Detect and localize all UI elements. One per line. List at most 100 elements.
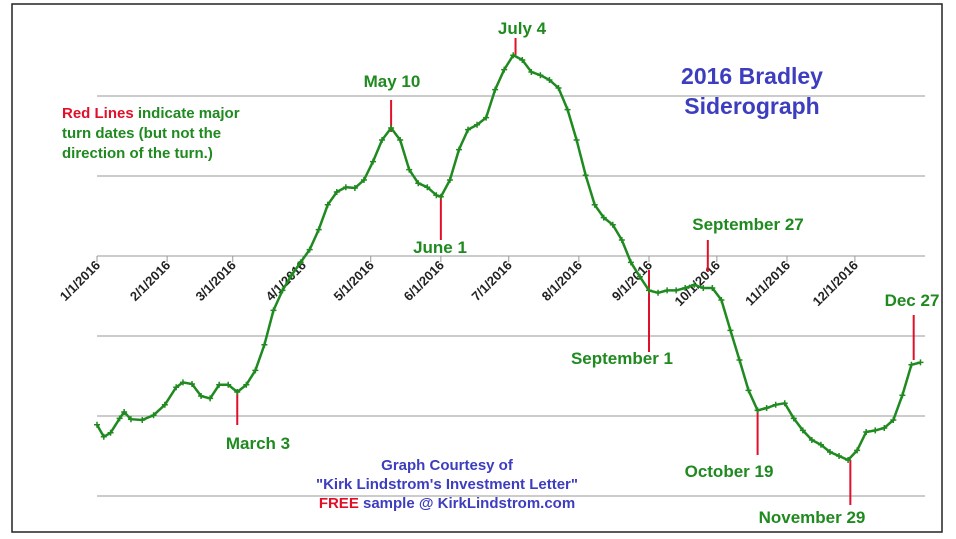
point-marker (121, 409, 128, 415)
point-marker (881, 425, 888, 431)
chart-title: 2016 Bradley (681, 63, 823, 89)
point-marker (817, 441, 824, 448)
point-marker (745, 387, 752, 394)
point-marker (437, 193, 444, 200)
point-marker (664, 287, 671, 294)
point-marker (863, 429, 870, 435)
point-marker (139, 417, 146, 423)
point-marker (270, 307, 277, 314)
point-marker (150, 412, 157, 419)
point-marker (799, 427, 806, 434)
turn-label: July 4 (498, 19, 547, 38)
frame (11, 3, 943, 533)
point-marker (360, 177, 367, 183)
point-marker (826, 449, 833, 455)
chart-title: Siderograph (684, 93, 819, 119)
point-marker (600, 214, 607, 221)
point-marker (618, 237, 625, 243)
point-marker (655, 289, 662, 296)
point-marker (700, 285, 707, 291)
point-marker (636, 273, 643, 280)
point-marker (94, 421, 100, 428)
point-marker (474, 121, 481, 128)
credit-tail: sample @ KirkLindstrom.com (359, 495, 575, 512)
point-marker (127, 416, 134, 423)
point-marker (673, 287, 680, 294)
point-marker (397, 137, 404, 143)
point-marker (207, 395, 214, 402)
point-marker (189, 381, 196, 387)
point-marker (342, 184, 349, 191)
point-marker (216, 381, 223, 388)
point-marker (519, 57, 526, 63)
point-marker (415, 180, 422, 187)
point-marker (446, 177, 453, 183)
turn-label: June 1 (413, 238, 467, 257)
note-text: direction of the turn.) (62, 145, 213, 162)
point-marker (116, 415, 123, 422)
point-marker (501, 66, 508, 73)
point-marker (107, 429, 114, 436)
point-marker (836, 453, 843, 459)
point-marker (845, 457, 852, 463)
credit-text: FREE sample @ KirkLindstrom.com (319, 495, 575, 512)
point-marker (872, 427, 879, 434)
point-marker (324, 201, 331, 208)
note-text: Red Lines indicate major (62, 105, 240, 122)
point-marker (351, 185, 358, 191)
point-marker (709, 285, 716, 291)
note-line: indicate major (134, 105, 240, 122)
note-text: turn dates (but not the (62, 125, 221, 142)
point-marker (455, 146, 462, 153)
point-marker (333, 189, 340, 195)
point-marker (781, 400, 788, 407)
point-marker (433, 192, 440, 199)
point-marker (225, 381, 232, 388)
point-marker (100, 433, 107, 440)
point-marker (546, 77, 553, 83)
point-marker (727, 327, 734, 334)
point-marker (763, 405, 770, 411)
point-marker (646, 287, 652, 294)
credit-text: Graph Courtesy of (381, 457, 514, 474)
point-marker (691, 281, 698, 288)
turn-label: Dec 27 (885, 291, 940, 310)
point-marker (179, 379, 186, 386)
point-marker (899, 392, 906, 399)
point-marker (465, 126, 472, 133)
point-marker (315, 226, 322, 233)
point-marker (772, 401, 779, 408)
turn-label: September 1 (571, 349, 673, 368)
point-marker (754, 407, 761, 414)
point-marker (917, 359, 924, 366)
point-marker (908, 361, 915, 368)
point-marker (736, 357, 743, 363)
point-marker (370, 158, 376, 165)
credit-highlight: FREE (319, 495, 359, 512)
point-marker (243, 381, 250, 388)
point-marker (424, 184, 431, 191)
point-marker (854, 447, 861, 454)
point-marker (808, 437, 815, 443)
note-highlight: Red Lines (62, 105, 134, 122)
turn-label: September 27 (692, 215, 804, 234)
point-marker (198, 393, 205, 399)
point-marker (279, 287, 286, 294)
point-marker (406, 166, 413, 173)
point-marker (609, 221, 616, 228)
point-marker (252, 367, 259, 374)
point-marker (483, 114, 490, 121)
point-marker (288, 272, 295, 279)
point-marker (627, 259, 634, 266)
point-marker (388, 125, 395, 131)
turn-label: May 10 (364, 72, 421, 91)
point-marker (379, 137, 386, 143)
point-marker (537, 72, 544, 79)
point-marker (682, 285, 689, 291)
point-marker (718, 297, 725, 303)
turn-label: March 3 (226, 434, 290, 453)
turn-label: November 29 (759, 508, 866, 527)
point-marker (555, 85, 562, 91)
turn-label: October 19 (685, 462, 774, 481)
